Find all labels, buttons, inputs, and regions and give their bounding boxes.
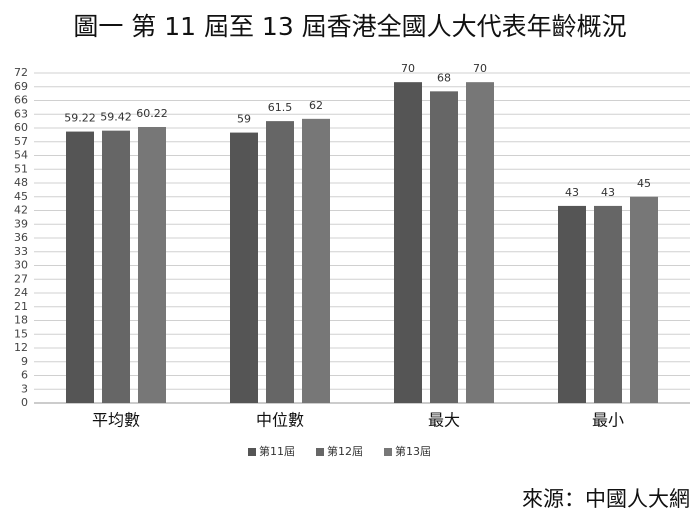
value-label: 45 [637,177,651,190]
legend-swatch [384,448,392,456]
bar [102,130,130,404]
y-tick-label: 36 [14,231,28,244]
y-tick-label: 69 [14,80,28,93]
chart-title: 圖一 第 11 屆至 13 屆香港全國人大代表年齡概況 [73,12,626,41]
x-tick-label: 最小 [592,411,624,430]
bar [594,205,622,403]
y-tick-label: 57 [14,135,28,148]
value-label: 68 [437,71,451,84]
y-tick-label: 3 [21,382,28,395]
y-tick-label: 0 [21,396,28,409]
value-label: 59 [237,113,251,126]
bar [66,131,94,403]
value-label: 43 [601,186,615,199]
legend-label: 第13屆 [395,444,431,458]
y-tick-label: 18 [14,314,28,327]
bar [394,82,422,404]
value-label: 60.22 [136,107,168,120]
x-tick-label: 中位數 [256,411,304,430]
y-tick-label: 6 [21,369,28,382]
value-label: 62 [309,99,323,112]
bar [302,118,330,403]
value-label: 43 [565,186,579,199]
y-tick-label: 12 [14,341,28,354]
bar [558,205,586,403]
y-tick-label: 42 [14,204,28,217]
bar [138,126,166,403]
y-tick-label: 51 [14,162,28,175]
bar [466,82,494,404]
source: 來源：中國人大網 [522,487,690,511]
y-tick-label: 15 [14,327,28,340]
y-tick-label: 60 [14,121,28,134]
bar [230,132,258,404]
legend-swatch [248,448,256,456]
y-tick-label: 21 [14,300,28,313]
bar [266,121,294,403]
value-label: 59.42 [100,111,132,124]
value-label: 61.5 [268,101,293,114]
x-tick-label: 最大 [428,411,460,430]
y-tick-label: 39 [14,217,28,230]
y-tick-label: 30 [14,259,28,272]
value-label: 70 [473,62,487,75]
x-tick-label: 平均數 [92,411,140,430]
y-tick-label: 72 [14,66,28,79]
y-tick-label: 66 [14,94,28,107]
y-tick-label: 27 [14,272,28,285]
bar [630,196,658,403]
legend-label: 第11屆 [259,444,295,458]
y-tick-label: 45 [14,190,28,203]
y-tick-label: 54 [14,149,28,162]
y-tick-label: 9 [21,355,28,368]
y-tick-label: 24 [14,286,28,299]
y-tick-label: 63 [14,107,28,120]
y-tick-label: 33 [14,245,28,258]
y-tick-label: 48 [14,176,28,189]
legend-label: 第12屆 [327,444,363,458]
bar [430,91,458,403]
legend-swatch [316,448,324,456]
value-label: 70 [401,62,415,75]
value-label: 59.22 [64,112,96,125]
